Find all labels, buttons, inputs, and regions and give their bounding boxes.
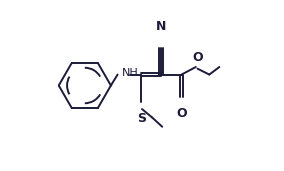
Text: S: S xyxy=(137,111,146,125)
Text: O: O xyxy=(176,107,187,120)
Text: NH: NH xyxy=(122,68,139,78)
Text: N: N xyxy=(156,20,166,33)
Text: O: O xyxy=(192,51,203,64)
